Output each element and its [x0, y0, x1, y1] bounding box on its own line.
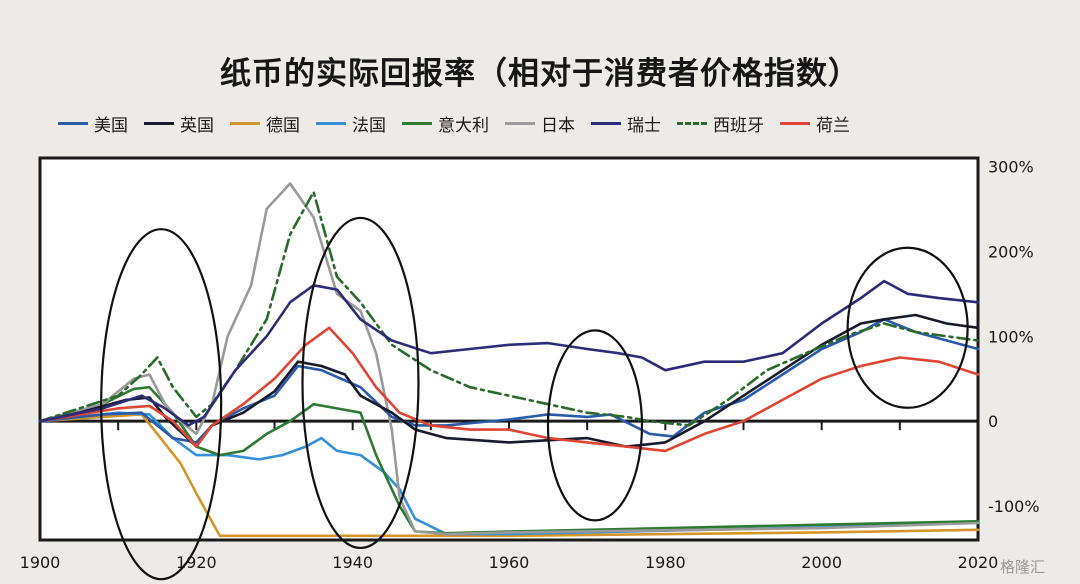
legend-item: 美国 [58, 111, 128, 136]
legend-swatch [58, 121, 88, 125]
legend-label: 英国 [180, 115, 214, 136]
x-tick-label: 1980 [645, 553, 686, 572]
legend-label: 西班牙 [713, 115, 764, 136]
legend-swatch [591, 121, 621, 125]
legend-label: 荷兰 [816, 115, 850, 136]
annotation-ellipse [846, 246, 969, 409]
legend-swatch [230, 121, 260, 125]
annotation-ellipse [546, 329, 644, 522]
x-tick-label: 1920 [176, 553, 217, 572]
annotation-ellipse [100, 228, 223, 581]
watermark-text: 格隆汇 [1000, 558, 1046, 576]
legend-swatch [780, 121, 810, 125]
y-tick-label: 300% [988, 157, 1034, 176]
legend-item: 法国 [316, 111, 386, 136]
x-tick-label: 1900 [20, 553, 61, 572]
legend-swatch [144, 121, 174, 125]
legend-label: 意大利 [438, 115, 489, 136]
legend: 美国 英国 德国 法国 意大利 日本 瑞士 西班牙 荷兰 [58, 108, 850, 138]
chart-title: 纸币的实际回报率（相对于消费者价格指数） [220, 56, 860, 92]
y-tick-label: 100% [988, 327, 1034, 346]
legend-label: 瑞士 [627, 115, 661, 136]
x-tick-label: 2000 [801, 553, 842, 572]
legend-item: 瑞士 [591, 111, 661, 136]
legend-item: 西班牙 [677, 111, 764, 136]
x-tick-label: 2020 [958, 553, 999, 572]
legend-label: 日本 [541, 115, 575, 136]
legend-swatch [677, 121, 707, 125]
legend-item: 英国 [144, 111, 214, 136]
legend-item: 荷兰 [780, 111, 850, 136]
legend-swatch [316, 121, 346, 125]
series-line [38, 279, 980, 427]
plot-frame [38, 156, 980, 542]
y-tick-label: 200% [988, 242, 1034, 261]
series-line [38, 326, 980, 453]
y-tick-label: -100% [988, 497, 1040, 516]
annotation-ellipse [301, 216, 420, 550]
legend-label: 法国 [352, 115, 386, 136]
legend-label: 德国 [266, 115, 300, 136]
legend-swatch [505, 121, 535, 125]
legend-label: 美国 [94, 115, 128, 136]
legend-item: 德国 [230, 111, 300, 136]
y-tick-label: 0 [988, 412, 998, 431]
legend-item: 意大利 [402, 111, 489, 136]
legend-item: 日本 [505, 111, 575, 136]
x-tick-label: 1960 [489, 553, 530, 572]
x-tick-label: 1940 [332, 553, 373, 572]
series-line [38, 190, 980, 427]
series-line [38, 413, 980, 538]
series-line [38, 182, 980, 536]
legend-swatch [402, 121, 432, 125]
